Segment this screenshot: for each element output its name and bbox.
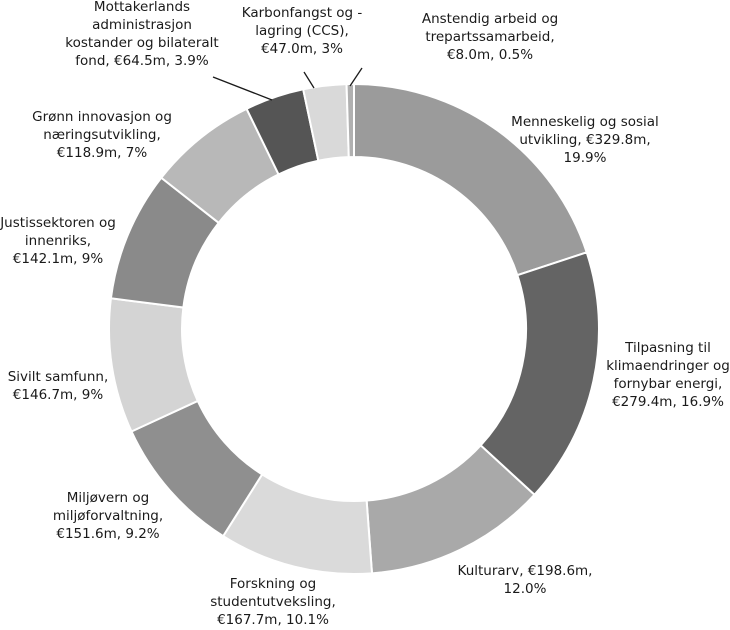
- leader-line-10: [303, 71, 315, 89]
- slice-label-line: studentutveksling,: [210, 594, 336, 610]
- donut-slices: [108, 82, 600, 575]
- slice-label-line: Karbonfangst og -: [242, 5, 363, 21]
- slice-label-6: Sivilt samfunn, €146.7m, 9%: [8, 369, 109, 403]
- slice-label-line: €118.9m, 7%: [57, 145, 148, 161]
- slice-1: [353, 82, 588, 277]
- slice-label-line: Tilpasning til: [624, 340, 711, 356]
- slice-label-line: €167.7m, 10.1%: [217, 612, 329, 628]
- slice-label-line: €146.7m, 9%: [13, 387, 104, 403]
- slice-label-8: Grønn innovasjon og næringsutvikling, €118…: [32, 109, 172, 161]
- slice-11: [345, 82, 355, 159]
- slice-label-line: €8.0m, 0.5%: [447, 47, 533, 63]
- leader-line-11: [349, 67, 363, 87]
- slice-label-line: Menneskelig og sosial: [511, 114, 659, 130]
- slice-label-line: fornybar energi,: [614, 376, 723, 392]
- slice-label-line: trepartssamarbeid,: [425, 29, 554, 45]
- slice-label-line: Sivilt samfunn,: [8, 369, 109, 385]
- slice-label-1: Menneskelig og sosial utvikling, €329.8m,…: [511, 114, 659, 166]
- slice-2: [479, 251, 600, 497]
- slice-label-line: €279.4m, 16.9%: [612, 394, 724, 410]
- leader-lines: [212, 67, 363, 101]
- slice-label-line: Justissektoren og: [0, 215, 116, 231]
- slice-label-line: 12.0%: [504, 581, 547, 597]
- slice-label-11: Anstendig arbeid og trepartssamarbeid, €8.…: [422, 11, 558, 63]
- slice-label-line: administrasjon: [92, 17, 192, 33]
- slice-label-9: Mottakerlands administrasjon kostander og …: [65, 0, 218, 69]
- slice-label-line: kostander og bilateralt: [65, 35, 218, 51]
- slice-label-3: Kulturarv, €198.6m, 12.0%: [458, 563, 593, 597]
- slice-label-line: klimaendringer og: [606, 358, 730, 374]
- slice-label-10: Karbonfangst og - lagring (CCS), €47.0m, 3…: [242, 5, 363, 57]
- slice-label-line: Grønn innovasjon og: [32, 109, 172, 125]
- slice-label-line: €142.1m, 9%: [13, 251, 104, 267]
- slice-label-line: innenriks,: [25, 233, 91, 249]
- slice-label-line: Miljøvern og: [67, 490, 149, 506]
- slice-label-4: Forskning og studentutveksling, €167.7m, 1…: [210, 576, 336, 628]
- slice-label-line: lagring (CCS),: [255, 23, 349, 39]
- slice-label-line: miljøforvaltning,: [53, 508, 163, 524]
- slice-label-2: Tilpasning til klimaendringer og fornybar …: [606, 340, 730, 410]
- slice-label-line: fond, €64.5m, 3.9%: [75, 53, 209, 69]
- leader-line-9: [212, 76, 273, 101]
- slice-label-line: €151.6m, 9.2%: [56, 526, 159, 542]
- slice-label-line: næringsutvikling,: [43, 127, 161, 143]
- slice-label-line: Anstendig arbeid og: [422, 11, 558, 27]
- slice-label-line: Forskning og: [230, 576, 317, 592]
- slice-label-line: 19.9%: [564, 150, 607, 166]
- slice-label-line: utvikling, €329.8m,: [519, 132, 650, 148]
- slice-label-line: Kulturarv, €198.6m,: [458, 563, 593, 579]
- slice-label-5: Miljøvern og miljøforvaltning, €151.6m, 9.…: [53, 490, 163, 542]
- slice-label-7: Justissektoren og innenriks, €142.1m, 9%: [0, 215, 116, 267]
- slice-label-line: Mottakerlands: [94, 0, 190, 15]
- slice-label-line: €47.0m, 3%: [261, 41, 343, 57]
